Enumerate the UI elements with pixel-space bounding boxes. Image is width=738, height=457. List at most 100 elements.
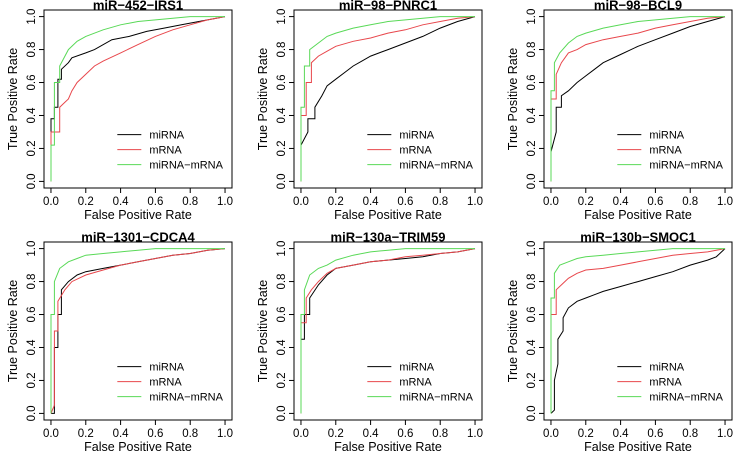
legend-entry: mRNA [649, 145, 682, 157]
plot-frame [43, 241, 233, 421]
plot-frame [543, 241, 733, 421]
x-tick-label: 0.8 [182, 196, 198, 208]
panel-title: miR−130b−SMOC1 [580, 230, 696, 245]
y-tick-label: 0.4 [276, 107, 288, 124]
y-tick-label: 0.8 [276, 274, 288, 290]
roc-panel-5: miR−130a−TRIM59 0.0 0.0 0.2 0.2 0.4 0.4 0.6 0.6 0… [256, 230, 483, 455]
roc-curve-mirna-mrna [50, 248, 225, 414]
y-axis-label: True Positive Rate [506, 48, 520, 150]
x-tick-label: 0.0 [543, 428, 559, 440]
y-tick-label: 0.0 [26, 173, 38, 189]
panel-title: miR−130a−TRIM59 [331, 230, 446, 245]
legend-entry: mRNA [649, 377, 682, 389]
panel-title: miR−452−IRS1 [93, 0, 183, 13]
y-tick-label: 0.0 [526, 405, 538, 421]
legend-entry: miRNA [399, 362, 434, 374]
y-tick-label: 0.8 [26, 274, 38, 290]
legend-entry: miRNA [399, 130, 434, 142]
legend-entry: miRNA [649, 362, 684, 374]
x-tick-label: 0.6 [147, 428, 163, 440]
roc-curve-mirna-mrna [300, 16, 475, 182]
y-tick-label: 0.2 [526, 372, 538, 388]
plot-frame [293, 241, 483, 421]
x-tick-label: 0.6 [397, 428, 413, 440]
x-tick-label: 0.0 [293, 428, 309, 440]
x-tick-label: 0.4 [363, 428, 380, 440]
x-axis-label: False Positive Rate [584, 208, 692, 222]
y-tick-label: 1.0 [526, 241, 538, 257]
y-tick-label: 0.6 [26, 75, 38, 91]
roc-panel-1: miR−452−IRS1 0.0 0.0 0.2 0.2 0.4 0.4 0.6 0.6 0.8 0… [6, 0, 233, 222]
x-tick-label: 0.8 [182, 428, 198, 440]
y-tick-label: 0.4 [26, 339, 38, 356]
legend-entry: miRNA [149, 362, 184, 374]
y-axis-label: True Positive Rate [256, 48, 270, 150]
roc-curve-mirna [550, 16, 726, 182]
x-tick-label: 0.6 [647, 428, 663, 440]
x-tick-label: 0.2 [328, 196, 344, 208]
roc-curve-mrna [550, 16, 726, 182]
y-tick-label: 0.0 [276, 405, 288, 421]
roc-panel-2: miR−98−PNRC1 0.0 0.0 0.2 0.2 0.4 0.4 0.6 0.6 0.8 0… [256, 0, 483, 222]
y-axis-label: True Positive Rate [506, 280, 520, 382]
y-tick-label: 1.0 [276, 241, 288, 257]
y-tick-label: 0.6 [276, 75, 288, 91]
legend-entry: miRNA−mRNA [149, 392, 223, 404]
x-tick-label: 0.4 [113, 428, 130, 440]
roc-curve-mirna-mrna [50, 16, 225, 182]
y-tick-label: 1.0 [276, 9, 288, 25]
x-axis-label: False Positive Rate [334, 440, 442, 454]
x-tick-label: 0.4 [613, 428, 630, 440]
y-tick-label: 0.8 [526, 274, 538, 290]
plot-frame [543, 9, 733, 189]
legend-entry: mRNA [149, 145, 182, 157]
y-tick-label: 0.2 [26, 372, 38, 388]
x-tick-label: 1.0 [717, 428, 733, 440]
x-tick-label: 1.0 [467, 196, 483, 208]
x-tick-label: 0.8 [682, 428, 698, 440]
y-tick-label: 0.4 [526, 339, 538, 356]
legend-entry: miRNA−mRNA [399, 160, 473, 172]
y-tick-label: 0.6 [526, 75, 538, 91]
x-tick-label: 0.4 [113, 196, 130, 208]
y-tick-label: 0.6 [526, 307, 538, 323]
roc-curve-mirna-mrna [550, 16, 725, 182]
x-axis-label: False Positive Rate [84, 208, 192, 222]
y-tick-label: 0.4 [26, 107, 38, 124]
y-tick-label: 0.2 [26, 140, 38, 156]
y-tick-label: 0.4 [276, 339, 288, 356]
y-tick-label: 0.0 [526, 173, 538, 189]
y-tick-label: 0.8 [26, 42, 38, 58]
y-tick-label: 0.0 [26, 405, 38, 421]
y-tick-label: 0.8 [526, 42, 538, 58]
roc-curve-mirna [550, 248, 726, 414]
y-tick-label: 0.2 [526, 140, 538, 156]
y-tick-label: 0.8 [276, 42, 288, 58]
legend-entry: miRNA−mRNA [149, 160, 223, 172]
y-tick-label: 0.0 [276, 173, 288, 189]
legend-entry: miRNA−mRNA [649, 160, 723, 172]
y-tick-label: 0.6 [26, 307, 38, 323]
roc-curve-mirna [300, 16, 476, 182]
legend-entry: miRNA−mRNA [399, 392, 473, 404]
roc-panel-6: miR−130b−SMOC1 0.0 0.0 0.2 0.2 0.4 0.4 0.6 0.6 0.… [506, 230, 733, 455]
panel-title: miR−98−BCL9 [594, 0, 682, 13]
x-tick-label: 0.2 [328, 428, 344, 440]
x-tick-label: 0.0 [43, 196, 59, 208]
roc-curve-mrna [300, 16, 476, 182]
roc-curve-mrna [50, 248, 226, 414]
plot-frame [293, 9, 483, 189]
legend-entry: miRNA [149, 130, 184, 142]
x-tick-label: 1.0 [467, 428, 483, 440]
roc-curve-mirna [50, 16, 226, 182]
x-tick-label: 0.2 [78, 196, 94, 208]
legend-entry: mRNA [149, 377, 182, 389]
roc-panel-3: miR−98−BCL9 0.0 0.0 0.2 0.2 0.4 0.4 0.6 0.6 0.8 0.… [506, 0, 733, 222]
x-tick-label: 0.2 [578, 196, 594, 208]
roc-curve-mirna-mrna [550, 248, 725, 414]
x-axis-label: False Positive Rate [334, 208, 442, 222]
x-tick-label: 0.8 [432, 196, 448, 208]
panel-title: miR−98−PNRC1 [339, 0, 437, 13]
y-axis-label: True Positive Rate [6, 280, 20, 382]
